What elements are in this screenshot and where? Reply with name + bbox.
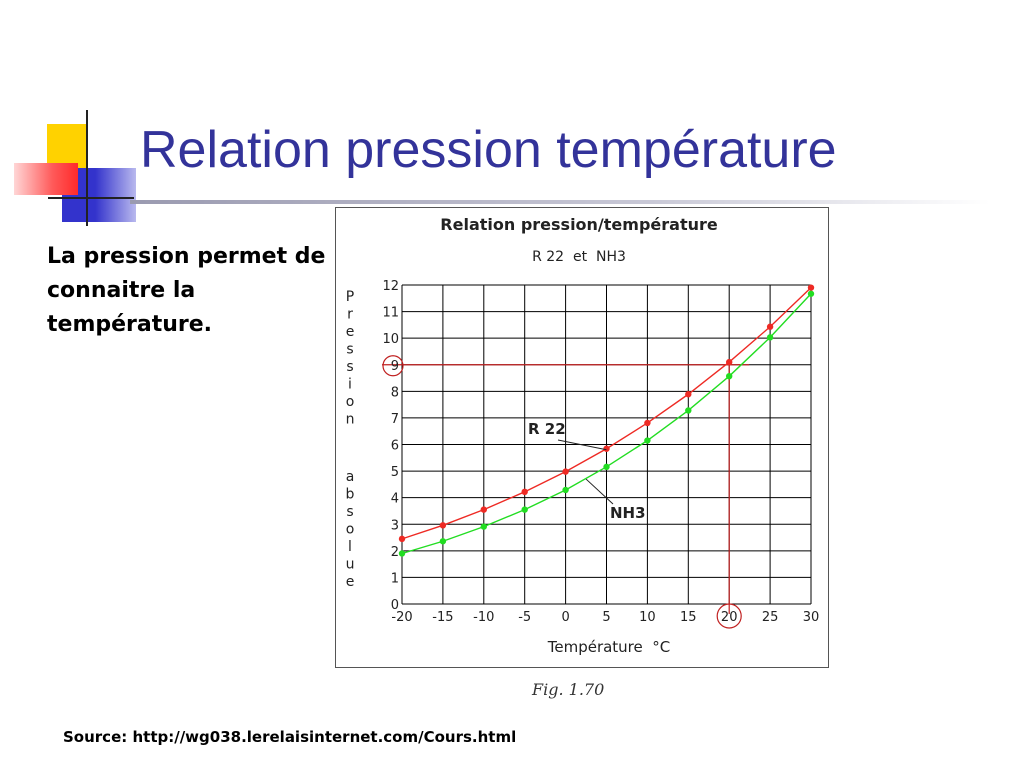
data-point-nh3 xyxy=(398,550,406,557)
decor-vertical-line xyxy=(86,110,88,226)
figure-caption: Fig. 1.70 xyxy=(532,680,605,699)
x-axis-label: Température °C xyxy=(547,638,671,656)
data-point-r22 xyxy=(807,284,815,291)
data-point-r22 xyxy=(480,506,487,513)
data-point-r22 xyxy=(685,391,692,398)
y-tick-label: 1 xyxy=(391,571,399,586)
chart-frame: Relation pression/température R 22 et NH… xyxy=(335,207,829,668)
x-tick-label: 25 xyxy=(762,610,779,625)
x-tick-label: -20 xyxy=(391,610,412,625)
series-labels: R 22 NH3 xyxy=(528,420,646,522)
y-axis-label-char: b xyxy=(346,487,355,503)
x-tick-label: 30 xyxy=(803,610,820,625)
y-axis-label-char: a xyxy=(346,469,355,485)
decor-red-bar xyxy=(14,163,78,195)
x-tick-label: 15 xyxy=(680,610,697,625)
data-point-r22 xyxy=(562,468,569,475)
data-point-nh3 xyxy=(807,290,815,297)
x-tick-label: 5 xyxy=(602,610,610,625)
y-tick-label: 11 xyxy=(382,306,399,321)
page-title: Relation pression température xyxy=(140,121,837,179)
leader-line-r22 xyxy=(557,439,607,451)
chart-title: Relation pression/température xyxy=(440,215,718,234)
leader-line-nh3 xyxy=(585,478,614,505)
y-axis-label-char: u xyxy=(346,557,355,573)
data-point-nh3 xyxy=(766,334,774,341)
chart-subtitle: R 22 et NH3 xyxy=(532,249,626,265)
y-tick-label: 10 xyxy=(382,332,399,347)
y-axis-label-char: n xyxy=(346,412,355,428)
y-axis-label-char: s xyxy=(346,342,353,358)
y-axis-label-char: l xyxy=(348,539,352,555)
data-point-r22 xyxy=(644,419,651,427)
data-point-r22 xyxy=(603,445,610,452)
data-point-nh3 xyxy=(685,407,692,414)
y-axis-label-char: i xyxy=(348,377,352,393)
x-tick-label: -10 xyxy=(473,610,494,625)
highlight-circle-y xyxy=(382,355,404,377)
y-tick-label: 4 xyxy=(391,492,399,507)
data-point-nh3 xyxy=(644,437,651,444)
x-tick-label: 20 xyxy=(721,610,738,625)
y-axis-label-char: s xyxy=(346,359,353,375)
series-label-nh3: NH3 xyxy=(610,504,646,522)
data-point-nh3 xyxy=(480,523,487,530)
y-tick-label: 7 xyxy=(391,412,399,427)
y-axis-label-char: o xyxy=(346,522,355,538)
data-point-r22 xyxy=(726,358,733,366)
y-axis-label-char: s xyxy=(346,504,353,520)
pressure-temperature-chart: Relation pression/température R 22 et NH… xyxy=(346,215,820,656)
y-axis-label-char: e xyxy=(346,324,355,340)
source-citation: Source: http://wg038.lerelaisinternet.co… xyxy=(63,728,517,746)
data-point-nh3 xyxy=(562,486,569,494)
data-point-nh3 xyxy=(521,506,528,513)
y-tick-label: 2 xyxy=(391,545,399,560)
data-point-r22 xyxy=(439,522,447,529)
decor-horizontal-line xyxy=(48,197,134,199)
y-tick-label: 8 xyxy=(391,385,399,400)
title-underline xyxy=(130,200,990,204)
data-point-nh3 xyxy=(603,463,610,471)
y-tick-label: 12 xyxy=(382,279,399,294)
y-tick-label: 6 xyxy=(391,439,399,454)
highlight-layer xyxy=(382,355,750,629)
y-axis-label-char: r xyxy=(347,307,353,323)
y-tick-label: 9 xyxy=(391,359,399,374)
y-tick-label: 3 xyxy=(391,518,399,533)
series-layer xyxy=(398,284,815,557)
y-axis-label-char: e xyxy=(346,574,355,590)
data-point-r22 xyxy=(766,323,774,330)
data-point-nh3 xyxy=(439,538,447,545)
highlight-circle-x xyxy=(716,603,742,629)
y-axis-label-char: o xyxy=(346,394,355,410)
series-label-r22: R 22 xyxy=(528,420,566,438)
x-tick-label: -5 xyxy=(518,610,531,625)
data-point-r22 xyxy=(398,535,406,543)
x-tick-label: 0 xyxy=(561,610,569,625)
y-tick-label: 5 xyxy=(391,465,399,480)
grid-layer xyxy=(401,284,812,605)
y-tick-label: 0 xyxy=(391,598,399,613)
x-tick-label: 10 xyxy=(639,610,656,625)
data-point-r22 xyxy=(521,488,528,496)
y-axis-label-char: P xyxy=(346,289,354,305)
body-text: La pression permet de connaitre la tempé… xyxy=(47,244,326,337)
data-point-nh3 xyxy=(726,372,733,380)
x-tick-label: -15 xyxy=(432,610,453,625)
